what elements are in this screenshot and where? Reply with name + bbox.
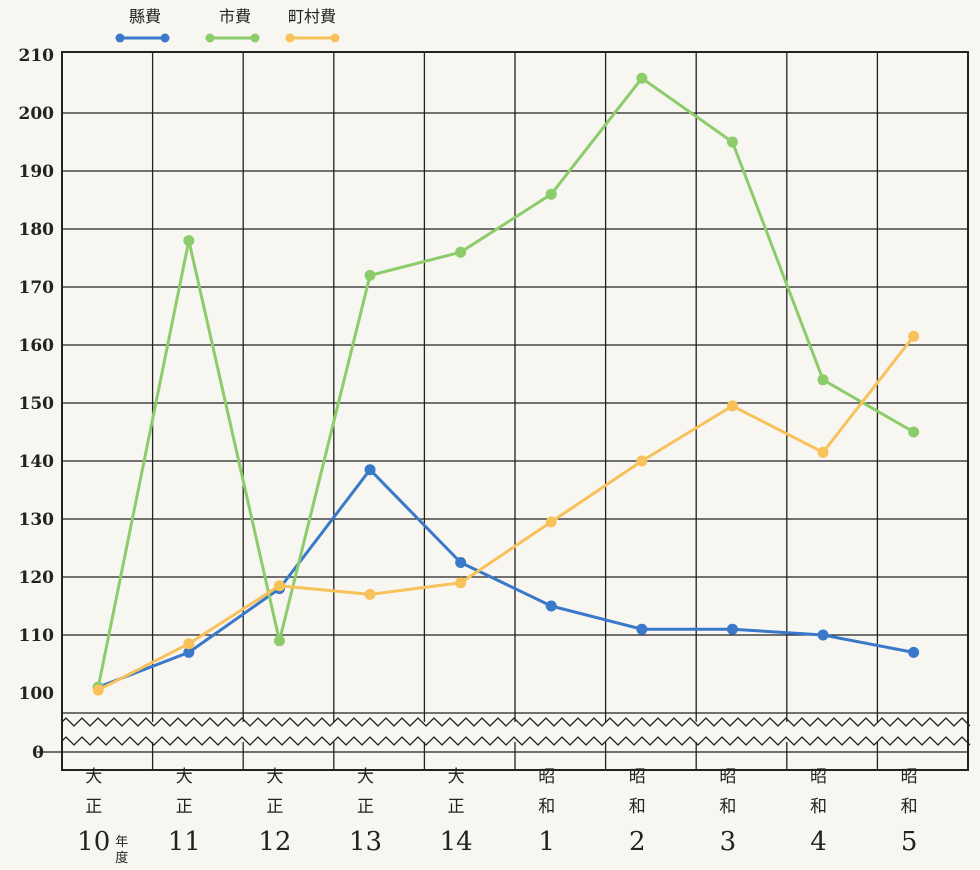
data-point <box>817 629 829 641</box>
data-point <box>183 235 195 247</box>
legend-swatch-point <box>330 33 340 43</box>
y-axis-ticks: 210 200 190 180 170 160 150 140 130 120 110 100 0 <box>19 46 55 763</box>
y-tick-label: 210 <box>19 46 55 66</box>
legend-label: 市費 <box>219 7 251 26</box>
x-tick-number: 10 <box>77 827 110 857</box>
y-tick-label: 140 <box>19 452 55 472</box>
x-tick-era-char: 正 <box>266 797 283 817</box>
y-tick-label: 150 <box>19 394 55 414</box>
y-tick-label: 130 <box>19 510 55 530</box>
data-point <box>726 136 738 148</box>
data-point <box>636 623 648 635</box>
x-tick-era-char: 大 <box>176 767 193 787</box>
data-point <box>364 464 376 476</box>
x-tick-era-char: 大 <box>357 767 374 787</box>
x-tick-number: 11 <box>168 827 201 857</box>
x-tick-era-char: 正 <box>176 797 193 817</box>
x-tick-era-char: 昭 <box>901 767 918 787</box>
data-point <box>908 330 920 342</box>
x-tick-era-char: 正 <box>85 797 102 817</box>
data-point <box>817 374 829 386</box>
data-point <box>908 646 920 658</box>
x-tick-number: 1 <box>538 827 555 857</box>
legend-swatch-point <box>205 33 215 43</box>
x-tick-suffix: 度 <box>115 850 128 866</box>
x-tick-era-char: 和 <box>901 797 918 817</box>
y-tick-label: 110 <box>19 626 55 646</box>
data-point <box>636 72 648 84</box>
legend-swatch-point <box>115 33 125 43</box>
y-tick-label: 170 <box>19 278 55 298</box>
data-point <box>183 638 195 650</box>
x-tick-number: 13 <box>349 827 382 857</box>
legend-label: 縣費 <box>129 7 161 26</box>
x-tick-era-char: 昭 <box>629 767 646 787</box>
data-point <box>455 577 467 589</box>
data-point <box>726 400 738 412</box>
y-tick-label: 180 <box>19 220 55 240</box>
x-tick-era-char: 和 <box>538 797 555 817</box>
data-point <box>455 246 467 258</box>
series-line <box>96 76 915 688</box>
x-tick-number: 14 <box>440 827 473 857</box>
legend-swatch-point <box>160 33 170 43</box>
y-tick-label: 200 <box>19 104 55 124</box>
x-tick-number: 12 <box>258 827 291 857</box>
data-point <box>183 646 195 658</box>
x-tick-era-char: 正 <box>448 797 465 817</box>
x-tick-era-char: 昭 <box>719 767 736 787</box>
axis-break-gap <box>63 722 967 742</box>
data-point <box>545 516 557 528</box>
y-tick-label: 120 <box>19 568 55 588</box>
x-tick-era-char: 大 <box>85 767 102 787</box>
data-point <box>545 188 557 200</box>
data-point <box>908 426 920 438</box>
y-tick-label: 190 <box>19 162 55 182</box>
y-tick-label: 160 <box>19 336 55 356</box>
x-tick-era-char: 正 <box>357 797 374 817</box>
x-tick-era-char: 和 <box>810 797 827 817</box>
x-tick-era-char: 大 <box>266 767 283 787</box>
x-tick-number: 3 <box>720 827 737 857</box>
legend-swatch-point <box>250 33 260 43</box>
data-point <box>817 446 829 458</box>
x-tick-era-char: 昭 <box>538 767 555 787</box>
data-point <box>364 588 376 600</box>
axis-break-upper <box>61 717 971 727</box>
legend: 縣費 市費 町村費 <box>115 7 340 43</box>
x-tick-suffix: 年 <box>115 835 128 850</box>
data-point <box>545 600 557 612</box>
x-tick-era-char: 和 <box>719 797 736 817</box>
legend-label: 町村費 <box>288 7 336 26</box>
data-point <box>455 557 467 568</box>
x-tick-number: 2 <box>629 827 646 857</box>
data-point <box>726 623 738 635</box>
x-tick-era-char: 大 <box>448 767 465 787</box>
data-point <box>273 635 285 647</box>
data-point <box>364 269 376 281</box>
data-point <box>92 684 104 696</box>
series-line <box>97 468 914 689</box>
x-tick-era-char: 昭 <box>810 767 827 787</box>
legend-swatch-point <box>285 33 295 43</box>
y-tick-label: 0 <box>32 743 44 763</box>
x-tick-number: 5 <box>901 827 918 857</box>
x-tick-number: 4 <box>810 827 827 857</box>
axis-break-lower <box>61 736 971 746</box>
data-point <box>636 455 648 467</box>
data-point <box>273 580 285 592</box>
x-tick-era-char: 和 <box>629 797 646 817</box>
y-tick-label: 100 <box>19 684 55 704</box>
series-line <box>97 335 915 692</box>
chart-grid <box>61 51 969 771</box>
axis-break <box>37 717 971 753</box>
series-lines <box>92 72 920 696</box>
